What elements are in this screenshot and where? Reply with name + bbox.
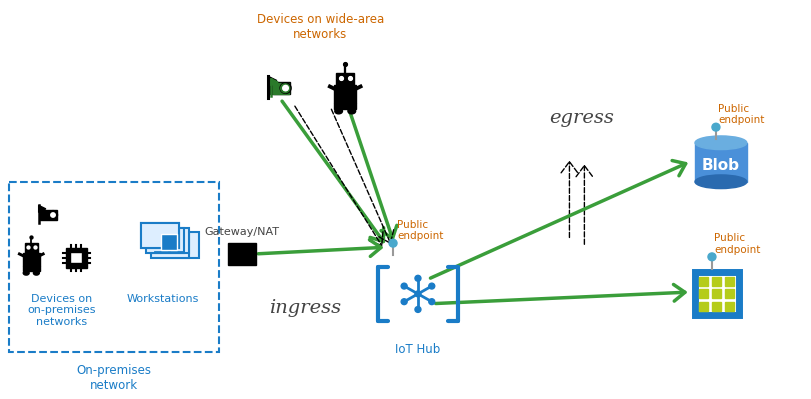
Text: Blob: Blob [701,158,739,173]
Bar [711,290,720,298]
Bar [10,182,218,352]
Text: Public
endpoint: Public endpoint [717,104,763,125]
Bar [71,252,82,263]
Ellipse shape [694,136,746,150]
Circle shape [707,253,715,261]
Bar [698,302,707,311]
Bar [66,247,87,268]
Bar [336,73,354,85]
Circle shape [711,123,719,131]
Ellipse shape [694,175,746,189]
Bar [694,273,738,315]
Bar [141,223,178,248]
Bar [146,227,183,253]
Circle shape [414,275,420,281]
Bar [711,302,720,311]
Circle shape [414,291,420,297]
Bar [161,234,177,250]
Circle shape [282,85,288,91]
Text: Gateway/NAT: Gateway/NAT [204,227,279,237]
Text: Devices on
on-premises
networks: Devices on on-premises networks [27,294,96,327]
Bar [334,85,356,103]
Bar [24,243,38,253]
Text: IoT Hub: IoT Hub [395,343,440,356]
Text: Workstations: Workstations [127,294,199,304]
Bar [711,277,720,286]
Text: Public
endpoint: Public endpoint [397,219,443,241]
Bar [694,143,746,182]
Text: ingress: ingress [269,299,341,317]
Ellipse shape [24,271,29,275]
Circle shape [280,83,290,93]
Bar [724,302,733,311]
Ellipse shape [33,271,39,275]
Circle shape [428,299,434,304]
Text: Public
endpoint: Public endpoint [713,233,759,255]
Circle shape [401,299,406,304]
Circle shape [51,213,55,217]
Circle shape [49,211,58,219]
Bar [270,82,290,95]
Circle shape [388,239,397,247]
Bar [151,233,188,258]
Bar [227,243,255,265]
Bar [698,290,707,298]
Polygon shape [39,205,45,212]
Bar [23,253,40,267]
Text: Devices on wide-area
networks: Devices on wide-area networks [256,13,384,41]
Bar [724,290,733,298]
Ellipse shape [334,109,342,114]
Text: On-premises
network: On-premises network [76,364,152,392]
Bar [161,233,199,258]
Bar [141,223,178,248]
Bar [151,227,188,253]
Circle shape [414,306,420,312]
Bar [23,267,40,271]
Circle shape [282,86,287,91]
Circle shape [281,84,290,93]
Polygon shape [268,76,277,85]
Circle shape [428,283,434,289]
Bar [272,83,289,93]
Ellipse shape [348,109,355,114]
Polygon shape [271,79,277,86]
Bar [41,210,57,220]
Text: egress: egress [548,109,613,126]
Bar [334,103,356,109]
Bar [698,277,707,286]
Circle shape [401,283,406,289]
Bar [724,277,733,286]
